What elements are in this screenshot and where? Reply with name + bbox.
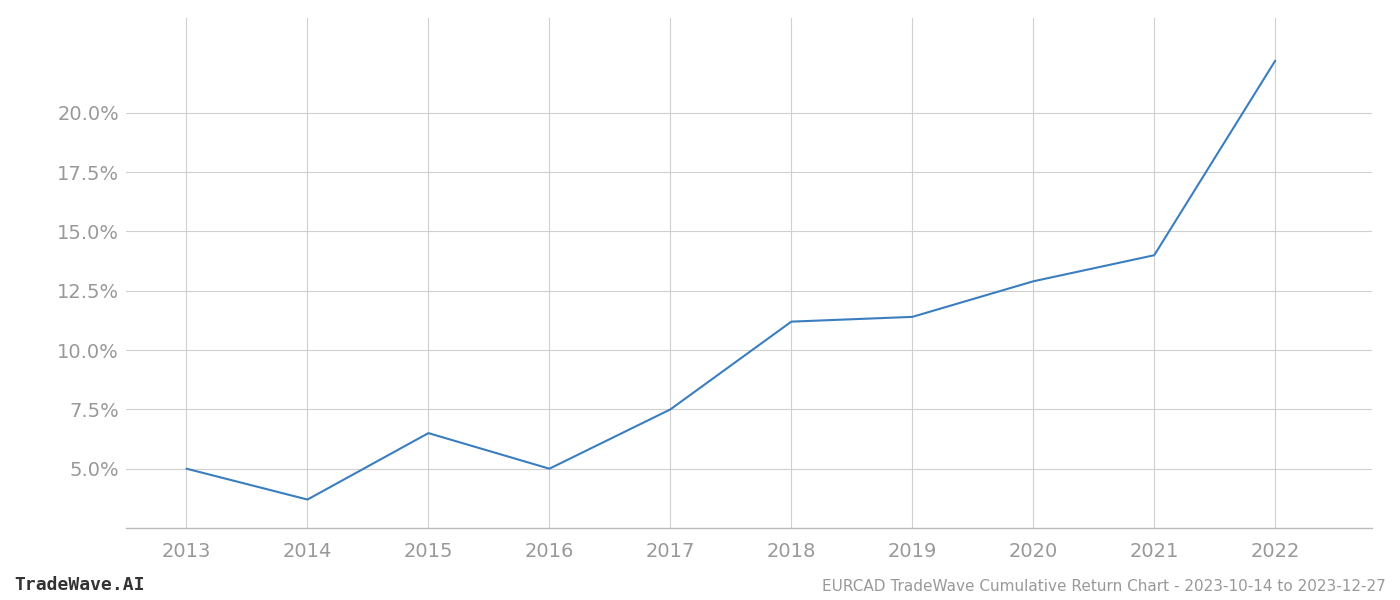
Text: TradeWave.AI: TradeWave.AI <box>14 576 144 594</box>
Text: EURCAD TradeWave Cumulative Return Chart - 2023-10-14 to 2023-12-27: EURCAD TradeWave Cumulative Return Chart… <box>822 579 1386 594</box>
